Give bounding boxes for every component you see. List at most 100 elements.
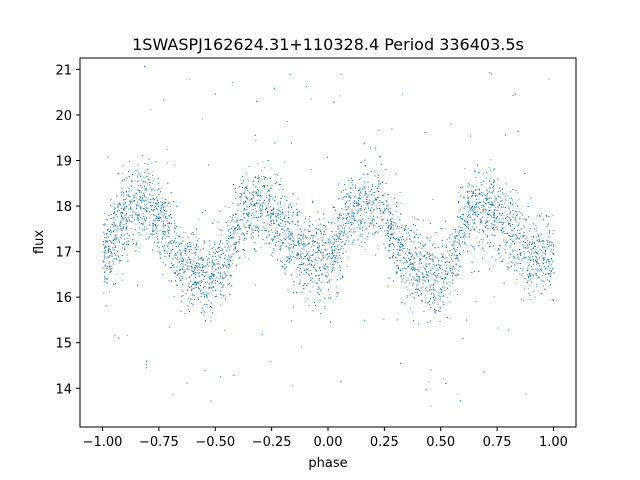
data-point <box>109 247 110 249</box>
data-point <box>542 285 544 287</box>
data-point <box>480 239 482 240</box>
data-point <box>402 248 404 249</box>
data-point <box>433 293 435 295</box>
data-point <box>198 219 200 221</box>
data-point <box>288 228 289 230</box>
data-point <box>464 206 466 207</box>
data-point <box>342 218 343 220</box>
data-point <box>457 393 459 395</box>
data-point <box>478 198 480 200</box>
data-point <box>299 245 300 247</box>
data-point <box>143 194 145 196</box>
data-point <box>390 225 392 227</box>
data-point <box>206 306 208 308</box>
data-point <box>232 233 234 235</box>
data-point <box>350 229 352 230</box>
data-point <box>184 269 186 271</box>
data-point <box>405 242 407 244</box>
data-point <box>455 238 456 240</box>
data-point <box>119 260 120 262</box>
data-point <box>209 261 211 263</box>
data-point <box>527 240 528 242</box>
data-point <box>522 244 524 245</box>
data-point <box>292 251 293 253</box>
data-point <box>208 300 210 302</box>
data-point <box>257 163 259 165</box>
data-point <box>418 241 420 243</box>
data-point <box>339 95 341 97</box>
data-point <box>176 270 178 272</box>
data-point <box>371 212 372 214</box>
data-point <box>151 206 152 208</box>
data-point <box>187 285 189 287</box>
data-point <box>245 238 247 240</box>
data-point <box>480 182 482 183</box>
data-point <box>187 297 189 299</box>
data-point <box>108 246 110 248</box>
data-point <box>468 225 470 227</box>
data-point <box>273 223 275 224</box>
data-point <box>308 305 310 307</box>
data-point <box>152 224 154 226</box>
data-point <box>205 275 207 277</box>
data-point <box>143 218 145 219</box>
data-point <box>351 182 353 183</box>
data-point <box>378 186 380 188</box>
data-point <box>364 249 366 250</box>
data-point <box>258 203 260 205</box>
data-point <box>538 263 540 265</box>
data-point <box>475 193 476 194</box>
data-point <box>315 268 316 270</box>
data-point <box>220 290 222 292</box>
data-point <box>160 211 162 212</box>
data-point <box>102 259 104 261</box>
data-point <box>545 253 546 255</box>
data-point <box>143 208 145 209</box>
data-point <box>505 193 507 195</box>
data-point <box>152 188 154 190</box>
data-point <box>261 190 263 192</box>
data-point <box>115 241 117 243</box>
data-point <box>181 263 183 265</box>
data-point <box>336 259 338 261</box>
data-point <box>517 230 518 231</box>
data-point <box>307 254 309 256</box>
data-point <box>160 213 162 215</box>
data-point <box>299 243 301 244</box>
data-point <box>232 225 234 227</box>
data-point <box>150 187 152 189</box>
data-point <box>213 246 215 248</box>
data-point <box>319 288 321 290</box>
data-point <box>325 225 327 227</box>
data-point <box>526 247 528 249</box>
data-point <box>494 215 496 217</box>
data-point <box>199 257 201 259</box>
data-point <box>361 221 363 222</box>
data-point <box>184 264 186 266</box>
data-point <box>302 263 303 265</box>
data-point <box>344 184 345 185</box>
data-point <box>382 227 383 229</box>
data-point <box>272 231 274 233</box>
data-point <box>501 224 503 225</box>
data-point <box>341 225 343 227</box>
data-point <box>417 323 419 325</box>
data-point <box>403 248 405 249</box>
data-point <box>418 280 420 282</box>
data-point <box>425 269 426 270</box>
data-point <box>503 241 505 243</box>
data-point <box>232 237 234 239</box>
data-point <box>456 249 458 251</box>
data-point <box>543 257 545 259</box>
data-point <box>417 256 419 258</box>
data-point <box>277 207 279 209</box>
data-point <box>427 263 429 265</box>
data-point <box>349 216 350 218</box>
data-point <box>339 225 341 226</box>
data-point <box>257 226 259 227</box>
data-point <box>121 188 123 189</box>
data-point <box>512 251 514 253</box>
data-point <box>482 173 484 175</box>
data-point <box>370 215 372 217</box>
data-point <box>475 214 476 216</box>
